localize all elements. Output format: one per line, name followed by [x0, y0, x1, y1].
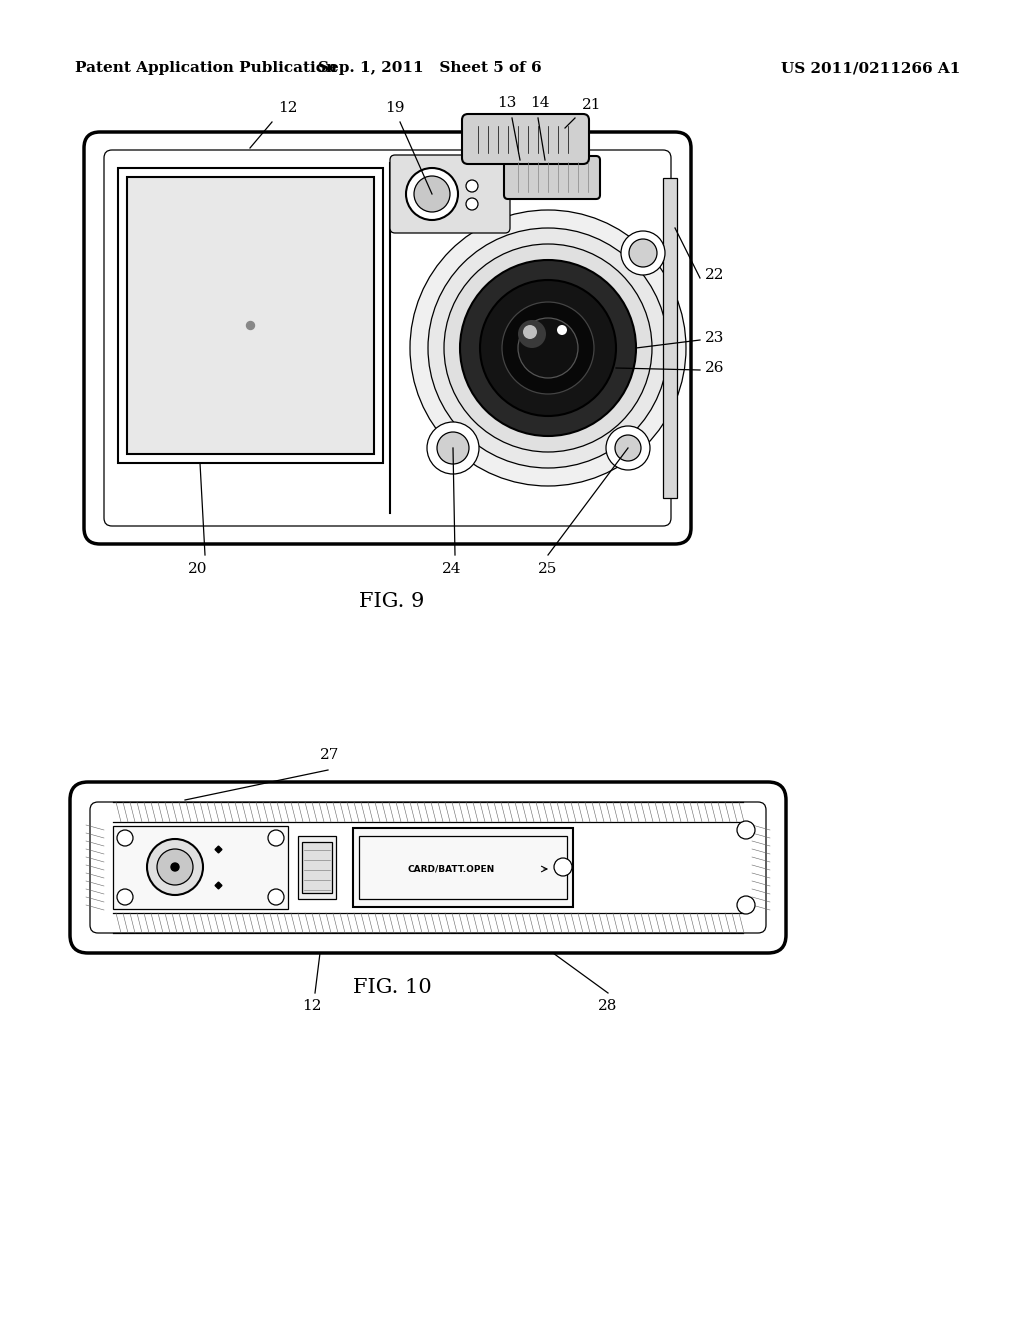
Circle shape [117, 888, 133, 906]
Text: 14: 14 [530, 96, 550, 110]
Bar [353, 828, 573, 907]
Circle shape [157, 849, 193, 884]
Bar [113, 826, 288, 909]
Circle shape [444, 244, 652, 451]
Circle shape [117, 830, 133, 846]
FancyBboxPatch shape [390, 154, 510, 234]
Circle shape [518, 318, 578, 378]
Circle shape [502, 302, 594, 393]
Circle shape [480, 280, 616, 416]
Text: 19: 19 [385, 102, 404, 115]
FancyBboxPatch shape [504, 156, 600, 199]
FancyBboxPatch shape [462, 114, 589, 164]
Circle shape [406, 168, 458, 220]
Circle shape [147, 840, 203, 895]
Text: 25: 25 [539, 562, 558, 576]
Text: 12: 12 [278, 102, 298, 115]
Circle shape [523, 325, 537, 339]
Circle shape [554, 858, 572, 876]
Text: 27: 27 [321, 748, 340, 762]
Circle shape [737, 821, 755, 840]
Circle shape [268, 888, 284, 906]
Circle shape [247, 322, 255, 330]
Circle shape [737, 896, 755, 913]
Circle shape [437, 432, 469, 465]
Text: US 2011/0211266 A1: US 2011/0211266 A1 [780, 61, 961, 75]
Circle shape [460, 260, 636, 436]
Bar [118, 168, 383, 463]
Bar [298, 836, 336, 899]
Text: CARD/BATT.OPEN: CARD/BATT.OPEN [408, 865, 495, 874]
Circle shape [615, 436, 641, 461]
Bar [663, 178, 677, 498]
Circle shape [428, 228, 668, 469]
Circle shape [427, 422, 479, 474]
Circle shape [557, 325, 567, 335]
Text: Patent Application Publication: Patent Application Publication [75, 61, 337, 75]
Circle shape [466, 198, 478, 210]
Text: 12: 12 [302, 999, 322, 1012]
Bar [302, 842, 332, 894]
Circle shape [466, 180, 478, 191]
Text: 20: 20 [188, 562, 208, 576]
FancyBboxPatch shape [84, 132, 691, 544]
FancyBboxPatch shape [70, 781, 786, 953]
Bar [127, 177, 374, 454]
Text: 21: 21 [582, 98, 601, 112]
Text: 13: 13 [498, 96, 517, 110]
Circle shape [606, 426, 650, 470]
Text: Sep. 1, 2011   Sheet 5 of 6: Sep. 1, 2011 Sheet 5 of 6 [318, 61, 542, 75]
Circle shape [629, 239, 657, 267]
Text: FIG. 9: FIG. 9 [359, 591, 425, 611]
Circle shape [410, 210, 686, 486]
Circle shape [414, 176, 450, 213]
Text: FIG. 10: FIG. 10 [352, 978, 431, 997]
Circle shape [171, 863, 179, 871]
Text: 22: 22 [705, 268, 725, 282]
Text: 28: 28 [598, 999, 617, 1012]
Circle shape [518, 319, 546, 348]
Circle shape [621, 231, 665, 275]
Text: 26: 26 [705, 360, 725, 375]
Circle shape [268, 830, 284, 846]
Bar [359, 836, 567, 899]
Text: 23: 23 [705, 331, 724, 345]
Text: 24: 24 [442, 562, 462, 576]
